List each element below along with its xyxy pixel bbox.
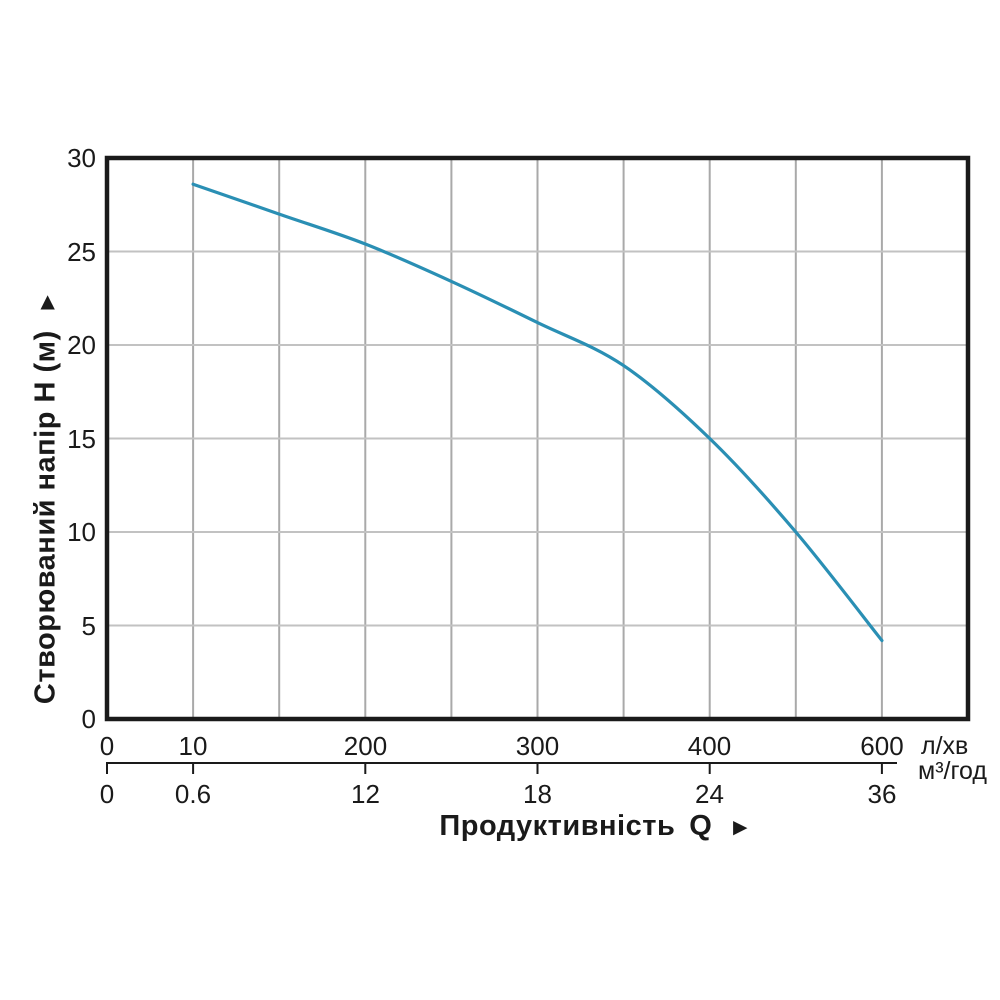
x-unit-m3h-label: м³/год xyxy=(918,757,987,785)
y-axis-title-text: Створюваний напір Н (м) xyxy=(29,330,62,705)
x-axis-symbol: Q xyxy=(689,810,713,842)
x-tick-m3h-36: 36 xyxy=(867,779,897,809)
x-axis-title: Продуктивність Q ► xyxy=(439,810,752,843)
x-tick-m3h-0: 0 xyxy=(99,779,115,809)
y-tick-30: 30 xyxy=(67,143,96,173)
x-tick-lmin-10: 10 xyxy=(178,731,208,761)
y-axis-title: Створюваний напір Н (м) ► xyxy=(30,290,63,704)
x-tick-lmin-300: 300 xyxy=(515,731,560,761)
x-tick-lmin-0: 0 xyxy=(99,731,115,761)
y-tick-25: 25 xyxy=(67,236,96,267)
right-arrow-icon: ► xyxy=(728,814,753,841)
x-tick-m3h-0.6: 0.6 xyxy=(174,779,212,809)
y-tick-5: 5 xyxy=(81,610,96,641)
x-tick-lmin-200: 200 xyxy=(343,731,388,761)
x-axis-title-text: Продуктивність xyxy=(439,810,676,842)
x-tick-lmin-600: 600 xyxy=(860,731,904,761)
y-tick-10: 10 xyxy=(67,517,96,547)
up-arrow-icon: ► xyxy=(33,289,61,315)
y-tick-0: 0 xyxy=(81,704,96,734)
y-tick-15: 15 xyxy=(67,423,96,454)
x-tick-m3h-12: 12 xyxy=(351,779,380,809)
y-tick-20: 20 xyxy=(67,330,96,360)
pump-curve xyxy=(191,182,884,643)
x-tick-m3h-18: 18 xyxy=(523,779,552,809)
x-tick-lmin-400: 400 xyxy=(687,731,732,761)
x-tick-m3h-24: 24 xyxy=(695,779,724,809)
x-unit-lmin-label: л/хв xyxy=(921,732,969,760)
